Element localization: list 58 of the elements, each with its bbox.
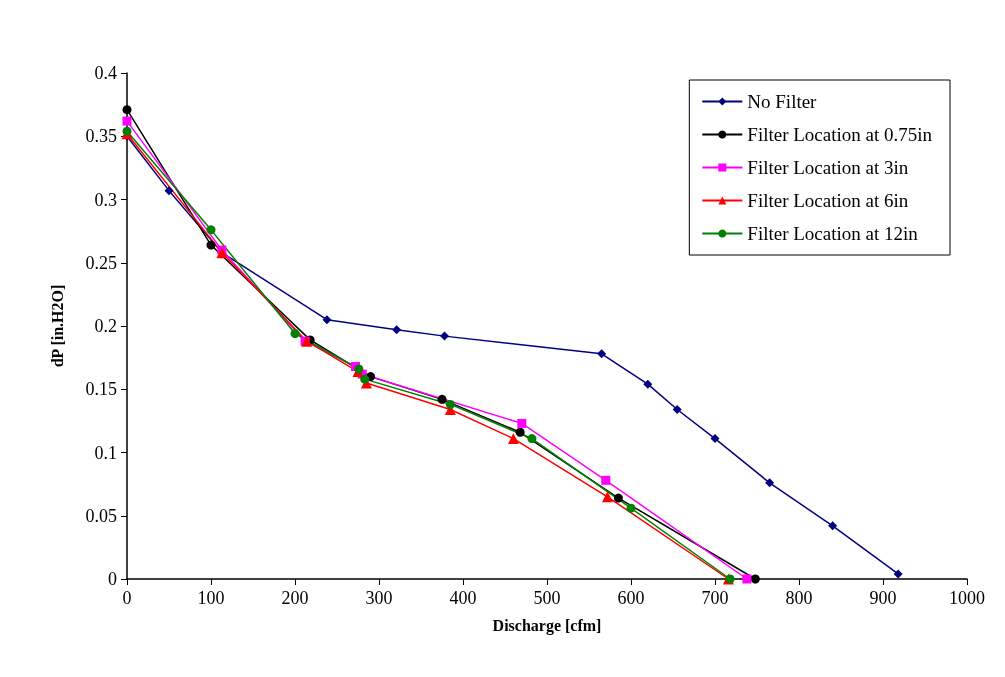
point [527, 434, 537, 444]
point [206, 240, 216, 250]
y-tick-label: 0.4 [94, 63, 117, 83]
point [765, 478, 775, 488]
point [322, 315, 332, 325]
point [445, 399, 455, 409]
x-tick-label: 1000 [949, 588, 985, 608]
y-tick-label: 0.35 [85, 126, 117, 147]
legend-label: Filter Location at 6in [747, 190, 909, 211]
point [354, 364, 364, 374]
point [122, 116, 132, 126]
point [515, 427, 525, 437]
point [392, 325, 402, 335]
point [517, 418, 527, 428]
y-tick-label: 0.3 [94, 189, 117, 210]
legend-label: Filter Location at 12in [747, 223, 919, 244]
y-tick-label: 0.05 [85, 505, 117, 526]
y-tick-label: 0.25 [85, 252, 117, 273]
point [613, 493, 623, 503]
point [893, 569, 903, 579]
point [601, 475, 611, 485]
x-tick-label: 100 [197, 588, 225, 608]
y-axis-title: dP [in.H2O] [48, 284, 66, 368]
x-tick-label: 500 [533, 588, 561, 608]
x-tick-label: 300 [365, 588, 393, 608]
legend-label: Filter Location at 0.75in [747, 124, 933, 145]
point [437, 394, 447, 404]
point [601, 491, 613, 503]
point [122, 105, 132, 115]
x-tick-label: 400 [449, 588, 477, 608]
x-axis-title: Discharge [cfm] [492, 616, 602, 635]
x-tick-label: 600 [617, 588, 645, 608]
point [742, 574, 752, 584]
point [643, 379, 653, 389]
point [710, 434, 720, 444]
point [828, 521, 838, 531]
point [626, 503, 636, 513]
point [206, 225, 216, 235]
x-tick-label: 0 [122, 588, 132, 608]
point [122, 126, 132, 136]
point [290, 329, 300, 339]
point [164, 186, 174, 196]
y-tick-label: 0.2 [94, 316, 117, 336]
point [440, 331, 450, 341]
y-tick-label: 0.15 [85, 379, 117, 400]
point [507, 433, 519, 445]
x-tick-label: 800 [785, 588, 813, 608]
point [672, 404, 682, 414]
x-tick-label: 700 [701, 588, 729, 608]
legend-label: No Filter [747, 91, 818, 112]
x-tick-label: 200 [281, 588, 309, 608]
x-tick-label: 900 [869, 588, 897, 608]
point [597, 349, 607, 359]
point [750, 574, 760, 584]
point [360, 374, 370, 384]
legend-label: Filter Location at 3in [747, 157, 909, 178]
y-tick-label: 0.1 [94, 442, 117, 463]
y-tick-label: 0 [108, 569, 117, 589]
